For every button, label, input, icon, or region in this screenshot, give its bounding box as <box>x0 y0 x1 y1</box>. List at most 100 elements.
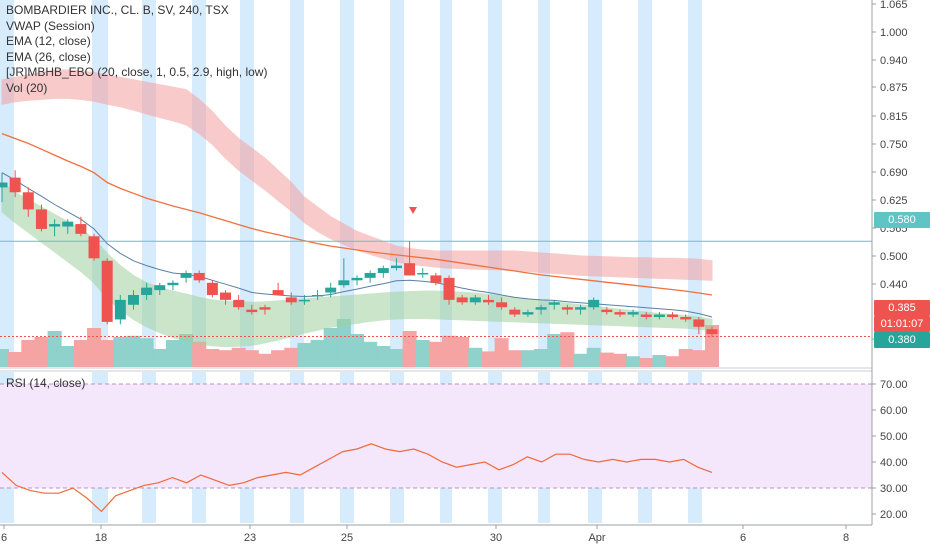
volume-bar <box>691 350 706 367</box>
volume-bar <box>205 349 220 367</box>
volume-bar <box>678 349 693 367</box>
legend-symbol-title[interactable]: BOMBARDIER INC., CL. B, SV, 240, TSX <box>6 3 229 17</box>
candle-body <box>141 287 153 295</box>
volume-bar <box>257 353 272 367</box>
rsi-line <box>1 443 713 513</box>
candle-body <box>272 290 284 295</box>
ema26-line <box>1 132 713 296</box>
volume-bar <box>165 340 180 367</box>
candle-body <box>390 265 402 269</box>
level-580-tag: 0.580 <box>874 212 930 228</box>
volume-bar <box>389 349 404 367</box>
candle-body <box>312 294 324 297</box>
time-tick-label: 25 <box>341 532 353 544</box>
candle-body <box>114 299 126 320</box>
candle-body <box>351 277 363 281</box>
volume-bar <box>507 350 522 367</box>
volume-bar <box>87 328 102 367</box>
rsi-legend[interactable]: RSI (14, close) <box>6 376 86 390</box>
session-stripe <box>440 0 452 367</box>
volume-bar <box>21 340 36 367</box>
rsi-tick-label: 40.00 <box>880 457 908 469</box>
candle-body <box>693 319 705 327</box>
legend-ema26[interactable]: EMA (26, close) <box>6 49 91 64</box>
volume-bar <box>34 337 49 367</box>
volume-bar <box>126 335 141 367</box>
price-tick-label: 0.440 <box>880 279 908 291</box>
candle-body <box>88 236 100 259</box>
rsi-tick-label: 50.00 <box>880 431 908 443</box>
time-tick-label: 18 <box>95 532 107 544</box>
candle-body <box>377 268 389 273</box>
volume-bar <box>47 331 62 367</box>
candle-body <box>430 275 442 283</box>
legend-volume[interactable]: Vol (20) <box>6 80 48 95</box>
volume-bar <box>442 335 457 367</box>
time-tick-label: 23 <box>244 532 256 544</box>
volume-bar <box>494 338 509 367</box>
candle-body <box>62 221 74 227</box>
volume-bar <box>599 352 614 367</box>
candle-body <box>49 224 61 227</box>
volume-bar <box>113 337 128 367</box>
rsi-tick-label: 20.00 <box>880 509 908 521</box>
candle-body <box>35 209 47 229</box>
candle-body <box>482 299 494 303</box>
candle-body <box>575 307 587 310</box>
candle-body <box>680 316 692 320</box>
legend-ema12[interactable]: EMA (12, close) <box>6 34 91 48</box>
legend-mbhb[interactable]: [JR]MBHB_EBO (20, close, 1, 0.5, 2.9, hi… <box>6 65 268 79</box>
session-stripe <box>390 0 404 367</box>
volume-bar <box>363 341 378 367</box>
candle-body <box>193 272 205 281</box>
candle-body <box>614 312 626 315</box>
volume-bar <box>560 332 575 367</box>
price-tick-label: 0.940 <box>880 55 908 67</box>
volume-bar <box>100 340 115 367</box>
volume-bar <box>323 328 338 367</box>
volume-bar <box>376 346 391 367</box>
candle-body <box>22 192 34 210</box>
chart-legend: BOMBARDIER INC., CL. B, SV, 240, TSX VWA… <box>6 3 267 96</box>
price-tick-label: 0.750 <box>880 139 908 151</box>
price-tick-label: 0.690 <box>880 167 908 179</box>
candle-body <box>220 292 232 300</box>
rsi-tick-label: 70.00 <box>880 379 908 391</box>
volume-bar <box>639 358 654 367</box>
time-tick-label: 6 <box>1 532 7 544</box>
legend-vwap[interactable]: VWAP (Session) <box>6 18 95 33</box>
candle-body <box>667 314 679 317</box>
candle-body <box>285 297 297 303</box>
candle-body <box>75 224 87 234</box>
volume-bar <box>481 351 496 367</box>
candle-body <box>9 177 21 193</box>
candle-body <box>496 302 508 308</box>
candle-body <box>206 282 218 295</box>
volume-bar <box>218 350 233 367</box>
price-tick-label: 1.000 <box>880 27 908 39</box>
volume-bar <box>455 337 470 367</box>
volume-bar <box>336 319 351 367</box>
candle-body <box>180 272 192 278</box>
volume-bar <box>152 349 167 367</box>
candle-body <box>443 277 455 300</box>
upper-band <box>1 69 713 281</box>
volume-bar <box>60 346 75 367</box>
volume-bar <box>534 349 549 367</box>
level-380-tag: 0.380 <box>874 332 930 348</box>
session-stripe <box>240 0 254 367</box>
candle-body <box>167 282 179 286</box>
candle-body <box>364 272 376 278</box>
volume-bar <box>297 343 312 367</box>
sell-signal-marker <box>409 207 417 214</box>
volume-bar <box>402 331 417 367</box>
volume-bar <box>310 340 325 367</box>
session-stripe <box>290 0 304 367</box>
candle-body <box>0 182 8 188</box>
price-tick-label: 0.625 <box>880 195 908 207</box>
volume-bar <box>350 334 364 367</box>
candle-body <box>259 307 271 310</box>
candle-body <box>561 307 573 310</box>
last-price-tag: 0.385 <box>874 300 930 316</box>
